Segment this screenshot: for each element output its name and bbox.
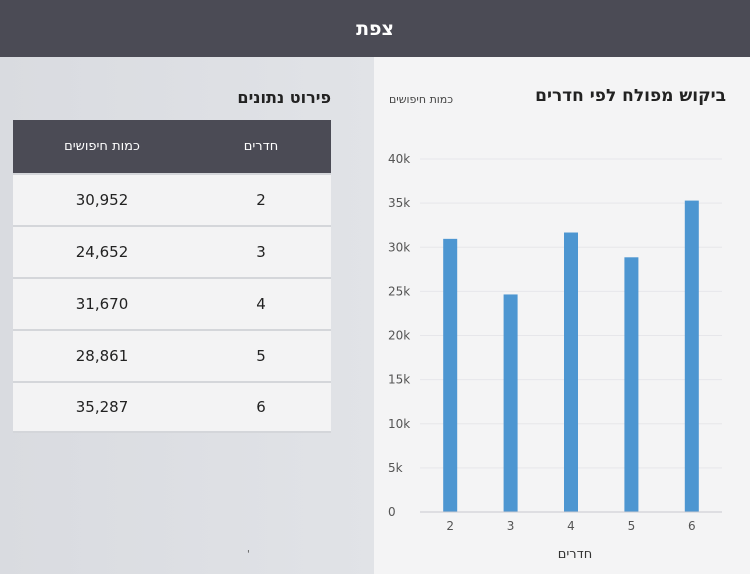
table-title: פירוט נתונים bbox=[237, 88, 331, 107]
cell-rooms: 6 bbox=[256, 398, 266, 416]
chart-grid bbox=[420, 158, 722, 469]
cell-searches: 31,670 bbox=[75, 295, 129, 313]
chart-title: ביקוש מפולח לפי חדרים bbox=[535, 86, 726, 106]
table-row: 4 31,670 bbox=[13, 277, 331, 329]
header-searches: כמות חיפושים bbox=[64, 139, 140, 154]
bar-5 bbox=[624, 257, 639, 512]
x-tick-label: 4 bbox=[567, 519, 575, 533]
y-axis-ticks: 0 5k 10k 15k 20k 25k 30k 35k 40k bbox=[388, 152, 410, 519]
x-tick-label: 3 bbox=[507, 519, 515, 533]
bar-chart: 0 5k 10k 15k 20k 25k 30k 35k 40k 2 3 4 5 6 חדרים bbox=[388, 152, 722, 562]
x-tick-label: 2 bbox=[446, 519, 454, 533]
x-axis-label: חדרים bbox=[558, 547, 592, 562]
cell-searches: 35,287 bbox=[75, 398, 129, 416]
bar-3 bbox=[503, 294, 518, 512]
x-axis-ticks: 2 3 4 5 6 bbox=[446, 519, 695, 533]
x-tick-label: 6 bbox=[688, 519, 696, 533]
y-tick-label: 20k bbox=[388, 329, 410, 343]
app-header: צפת bbox=[0, 0, 750, 57]
chart-bars bbox=[443, 200, 699, 512]
cell-rooms: 2 bbox=[256, 191, 266, 209]
cell-rooms: 5 bbox=[256, 347, 266, 365]
table-row: 2 30,952 bbox=[13, 173, 331, 225]
bar-2 bbox=[443, 238, 458, 512]
data-table: חדרים כמות חיפושים 2 30,952 3 24,652 4 3… bbox=[13, 120, 331, 433]
chart-legend: כמות חיפושים bbox=[389, 93, 454, 106]
cell-searches: 30,952 bbox=[75, 191, 129, 209]
y-tick-label: 10k bbox=[388, 417, 410, 431]
chart-panel: ביקוש מפולח לפי חדרים כמות חיפושים 0 5k 10… bbox=[374, 57, 750, 574]
y-tick-label: 40k bbox=[388, 152, 410, 166]
y-tick-label: 30k bbox=[388, 240, 410, 254]
cell-rooms: 3 bbox=[256, 243, 266, 261]
y-tick-label: 25k bbox=[388, 284, 410, 298]
x-tick-label: 5 bbox=[628, 519, 636, 533]
cell-searches: 28,861 bbox=[75, 347, 129, 365]
bar-6 bbox=[684, 200, 699, 512]
table-row: 3 24,652 bbox=[13, 225, 331, 277]
footer-mark: ' bbox=[247, 549, 250, 560]
y-tick-label: 15k bbox=[388, 373, 410, 387]
details-panel: פירוט נתונים חדרים כמות חיפושים 2 30,952… bbox=[0, 57, 374, 574]
cell-rooms: 4 bbox=[256, 295, 266, 313]
city-title: צפת bbox=[356, 17, 394, 40]
header-rooms: חדרים bbox=[243, 139, 279, 154]
cell-searches: 24,652 bbox=[75, 243, 129, 261]
table-row: 5 28,861 bbox=[13, 329, 331, 381]
table-row: 6 35,287 bbox=[13, 381, 331, 433]
y-tick-label: 35k bbox=[388, 196, 410, 210]
bar-4 bbox=[564, 232, 578, 512]
y-tick-label: 5k bbox=[388, 461, 403, 475]
table-header-row: חדרים כמות חיפושים bbox=[13, 120, 331, 173]
y-tick-label: 0 bbox=[388, 505, 396, 519]
